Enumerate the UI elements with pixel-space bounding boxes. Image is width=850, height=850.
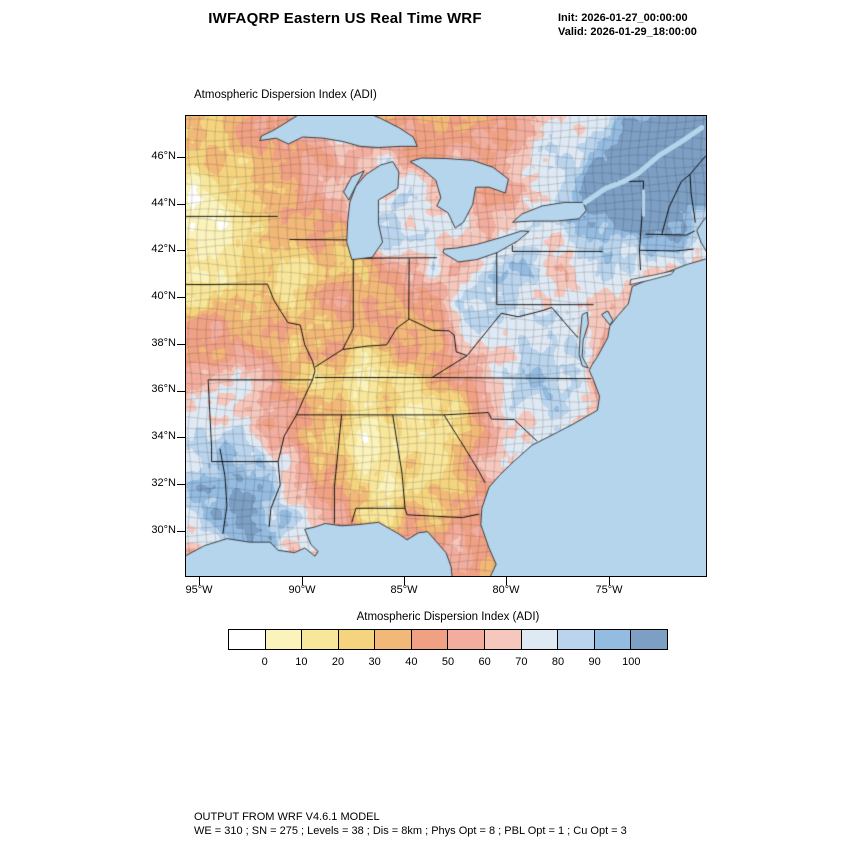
lat-label: 42°N — [151, 243, 176, 255]
page-title: IWFAQRP Eastern US Real Time WRF — [208, 10, 482, 27]
colorbar — [228, 629, 668, 650]
colorbar-cell — [301, 630, 338, 649]
lat-tick-mark — [177, 297, 185, 298]
colorbar-cell — [484, 630, 521, 649]
lat-label: 40°N — [151, 290, 176, 302]
colorbar-tick-label: 60 — [478, 656, 491, 668]
valid-time: Valid: 2026-01-29_18:00:00 — [558, 26, 697, 38]
run-times: Init: 2026-01-27_00:00:00 Valid: 2026-01… — [558, 11, 697, 39]
lat-label: 32°N — [151, 477, 176, 489]
lon-label: 85°W — [390, 584, 418, 596]
colorbar-tick-label: 50 — [441, 656, 455, 668]
lat-tick-mark — [177, 484, 185, 485]
lat-tick-mark — [177, 437, 185, 438]
lat-tick-mark — [177, 391, 185, 392]
colorbar-cell — [229, 630, 265, 649]
colorbar-labels: 0 10 20 30 40 50 60 70 80 90 100 — [228, 656, 668, 670]
colorbar-tick-label: 20 — [331, 656, 345, 668]
colorbar-tick-label: 100 — [622, 656, 641, 668]
lat-tick-mark — [177, 157, 185, 158]
lat-tick-mark — [177, 204, 185, 205]
init-time: Init: 2026-01-27_00:00:00 — [558, 12, 688, 24]
colorbar-cell — [410, 630, 448, 649]
lon-tick-mark — [404, 577, 405, 585]
lat-label: 30°N — [151, 524, 176, 536]
colorbar-cell — [264, 630, 302, 649]
lat-tick-mark — [177, 531, 185, 532]
map-subtitle: Atmospheric Dispersion Index (ADI) — [194, 89, 377, 101]
colorbar-title: Atmospheric Dispersion Index (ADI) — [356, 611, 540, 623]
colorbar-tick-label: 80 — [551, 656, 565, 668]
colorbar-tick-label: 10 — [295, 656, 308, 668]
lon-label: 80°W — [492, 584, 520, 596]
lon-tick-mark — [609, 577, 610, 585]
colorbar-tick-label: 70 — [515, 656, 528, 668]
lat-label: 36°N — [151, 383, 176, 395]
model-config-line: WE = 310 ; SN = 275 ; Levels = 38 ; Dis … — [194, 825, 627, 837]
lon-label: 95°W — [185, 584, 213, 596]
colorbar-cell — [447, 630, 485, 649]
lat-label: 38°N — [151, 337, 176, 349]
lat-label: 46°N — [151, 150, 176, 162]
colorbar-cell — [374, 630, 411, 649]
colorbar-cell — [337, 630, 375, 649]
lat-label: 34°N — [151, 430, 176, 442]
lat-tick-mark — [177, 250, 185, 251]
colorbar-tick-label: 90 — [588, 656, 601, 668]
colorbar-cell — [593, 630, 631, 649]
lat-label: 44°N — [151, 197, 176, 209]
lon-tick-mark — [302, 577, 303, 585]
colorbar-tick-label: 40 — [405, 656, 418, 668]
colorbar-cell — [557, 630, 594, 649]
model-output-line: OUTPUT FROM WRF V4.6.1 MODEL — [194, 811, 380, 823]
colorbar-cell — [520, 630, 558, 649]
colorbar-cell — [630, 630, 667, 649]
lon-label: 90°W — [288, 584, 316, 596]
lat-tick-mark — [177, 344, 185, 345]
lon-tick-mark — [199, 577, 200, 585]
lon-label: 75°W — [595, 584, 623, 596]
adi-map-canvas — [186, 116, 706, 576]
lon-tick-mark — [506, 577, 507, 585]
map-frame — [185, 115, 707, 577]
colorbar-tick-label: 0 — [261, 656, 268, 668]
colorbar-tick-label: 30 — [368, 656, 381, 668]
